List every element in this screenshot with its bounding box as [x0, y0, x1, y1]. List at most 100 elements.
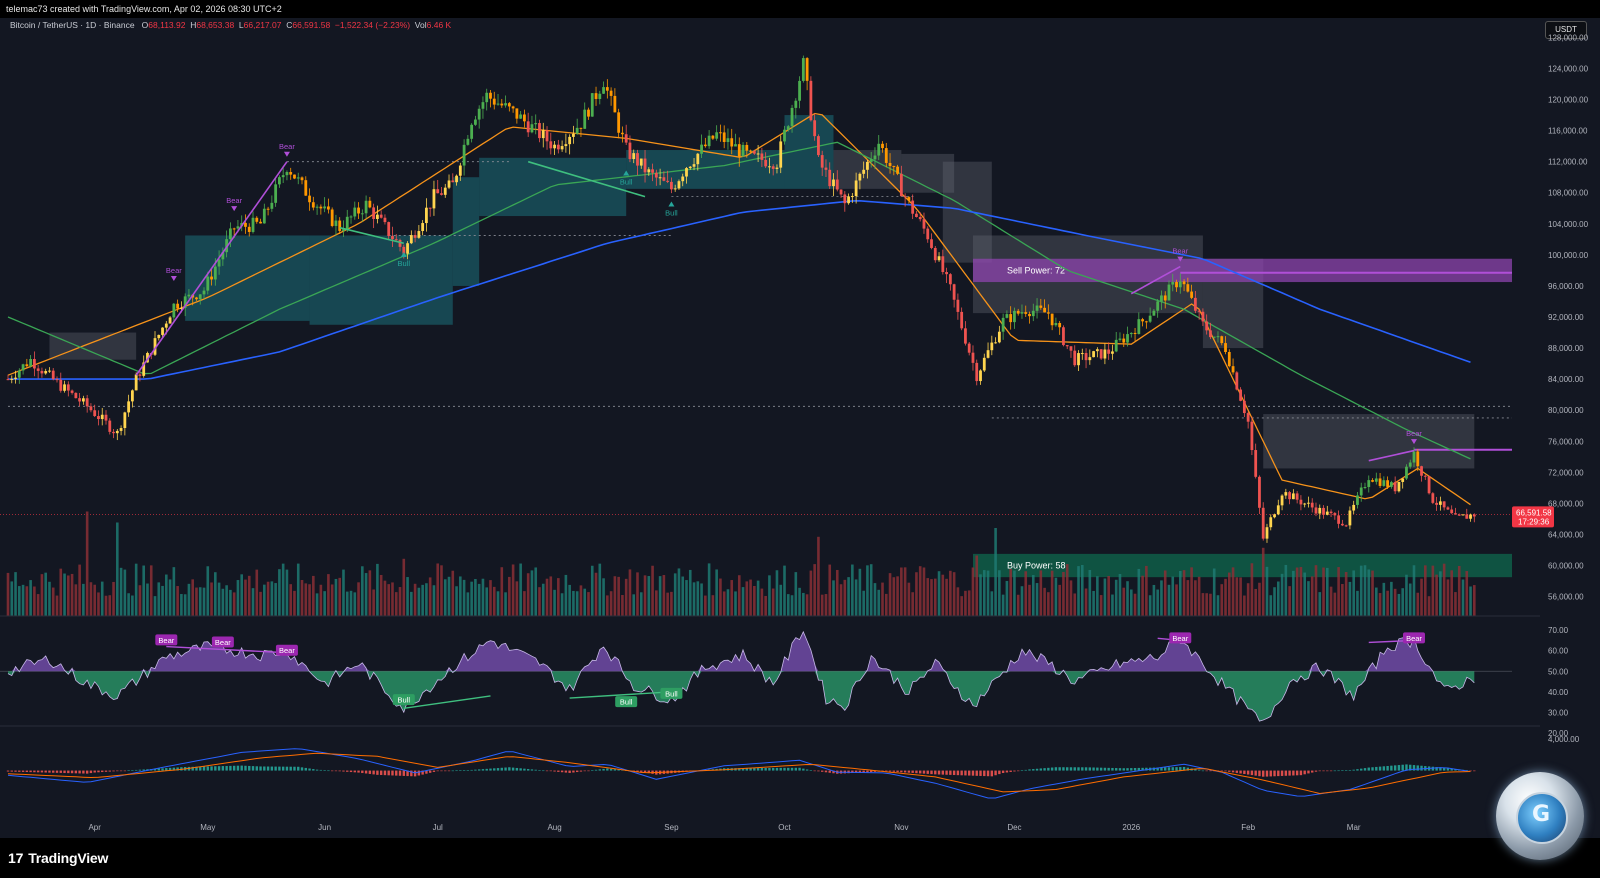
candle-body — [1250, 421, 1254, 451]
candle-body — [1107, 349, 1111, 354]
macd-histogram-bar — [304, 767, 307, 771]
macd-histogram-bar — [1160, 767, 1163, 771]
candle-body — [545, 130, 549, 142]
volume-bar — [134, 563, 138, 616]
volume-bar — [255, 569, 259, 616]
candle-body — [500, 103, 504, 106]
macd-histogram-bar — [297, 766, 300, 771]
candle-body — [1144, 321, 1148, 323]
volume-bar — [545, 578, 549, 616]
volume-bar — [436, 563, 440, 616]
candle-body — [259, 221, 262, 224]
rsi-tick-label: 60.00 — [1548, 647, 1569, 656]
macd-histogram-bar — [911, 770, 914, 773]
volume-bar — [379, 574, 383, 616]
macd-histogram-bar — [425, 770, 428, 774]
volume-bar — [1269, 595, 1273, 616]
macd-histogram-bar — [59, 770, 62, 773]
macd-histogram-bar — [1133, 767, 1137, 771]
candle-body — [451, 180, 455, 183]
macd-histogram-bar — [1386, 765, 1389, 771]
macd-histogram-bar — [1047, 767, 1050, 771]
volume-bar — [598, 563, 602, 616]
macd-histogram-bar — [278, 766, 281, 771]
candle-body — [1265, 527, 1269, 539]
candle-body — [232, 228, 236, 230]
macd-histogram-bar — [1405, 764, 1408, 771]
volume-bar — [82, 583, 85, 616]
volume-bar — [1307, 581, 1310, 616]
candle-body — [44, 370, 48, 374]
candle-body — [1431, 493, 1435, 503]
macd-histogram-bar — [1077, 767, 1080, 771]
volume-bar — [737, 575, 741, 616]
candle-body — [1020, 312, 1024, 314]
volume-bar — [786, 594, 790, 616]
macd-histogram-bar — [315, 769, 319, 771]
tradingview-logo[interactable]: 17 TradingView — [8, 850, 108, 866]
candle-body — [51, 370, 55, 380]
volume-bar — [296, 563, 300, 616]
volume-bar — [281, 563, 285, 616]
candle-body — [1178, 281, 1182, 288]
volume-bar — [1246, 583, 1250, 616]
candle-body — [251, 217, 255, 232]
candle-body — [617, 112, 621, 133]
volume-bar — [85, 511, 89, 616]
candle-body — [915, 213, 918, 217]
cloud-band — [942, 161, 992, 263]
volume-bar — [1205, 593, 1208, 616]
volume-bar — [1310, 576, 1314, 616]
candle-body — [670, 181, 673, 190]
candle-body — [1423, 475, 1427, 477]
macd-histogram-bar — [440, 770, 443, 772]
macd-histogram-bar — [232, 765, 236, 771]
volume-bar — [602, 578, 605, 616]
candle-body — [1016, 310, 1020, 314]
currency-button[interactable]: USDT — [1545, 21, 1587, 39]
macd-histogram-bar — [1307, 770, 1310, 774]
candle-body — [752, 151, 756, 154]
volume-bar — [406, 577, 409, 616]
volume-bar — [1009, 569, 1012, 616]
macd-histogram-bar — [217, 766, 221, 771]
macd-histogram-bar — [444, 770, 447, 772]
macd-histogram-bar — [398, 770, 402, 776]
volume-bar — [327, 574, 330, 616]
volume-bar — [643, 575, 647, 616]
volume-bar — [1118, 574, 1122, 616]
macd-histogram-bar — [885, 770, 888, 772]
volume-bar — [304, 583, 308, 616]
candle-body — [1269, 517, 1273, 528]
macd-line — [7, 748, 1471, 799]
rsi-oversold-fill — [8, 671, 1475, 722]
rsi-tick-label: 30.00 — [1548, 708, 1569, 717]
volume-bar — [247, 575, 251, 616]
volume-bar — [387, 584, 391, 616]
volume-bar — [511, 564, 515, 616]
candle-body — [594, 93, 598, 99]
candle-body — [636, 153, 639, 166]
volume-bar — [1265, 566, 1269, 616]
volume-bar — [730, 580, 734, 616]
macd-histogram-bar — [606, 768, 609, 771]
macd-histogram-bar — [779, 767, 782, 771]
macd-histogram-bar — [568, 770, 571, 773]
macd-histogram-bar — [153, 768, 157, 771]
last-price-badge — [1512, 506, 1554, 528]
macd-histogram-bar — [364, 770, 368, 774]
volume-bar — [1111, 594, 1114, 616]
macd-histogram-bar — [36, 770, 40, 773]
candle-body — [74, 392, 78, 399]
symbol-label[interactable]: Bitcoin / TetherUS · 1D · Binance — [10, 20, 135, 30]
candle-body — [805, 58, 809, 81]
volume-bar — [1160, 580, 1163, 616]
volume-bar — [1348, 581, 1352, 616]
volume-bar — [1295, 567, 1299, 616]
volume-bar — [323, 591, 326, 616]
candle-body — [749, 150, 752, 152]
candle-body — [485, 92, 489, 103]
rsi-signal-badge — [392, 694, 415, 706]
macd-histogram-bar — [131, 770, 134, 771]
